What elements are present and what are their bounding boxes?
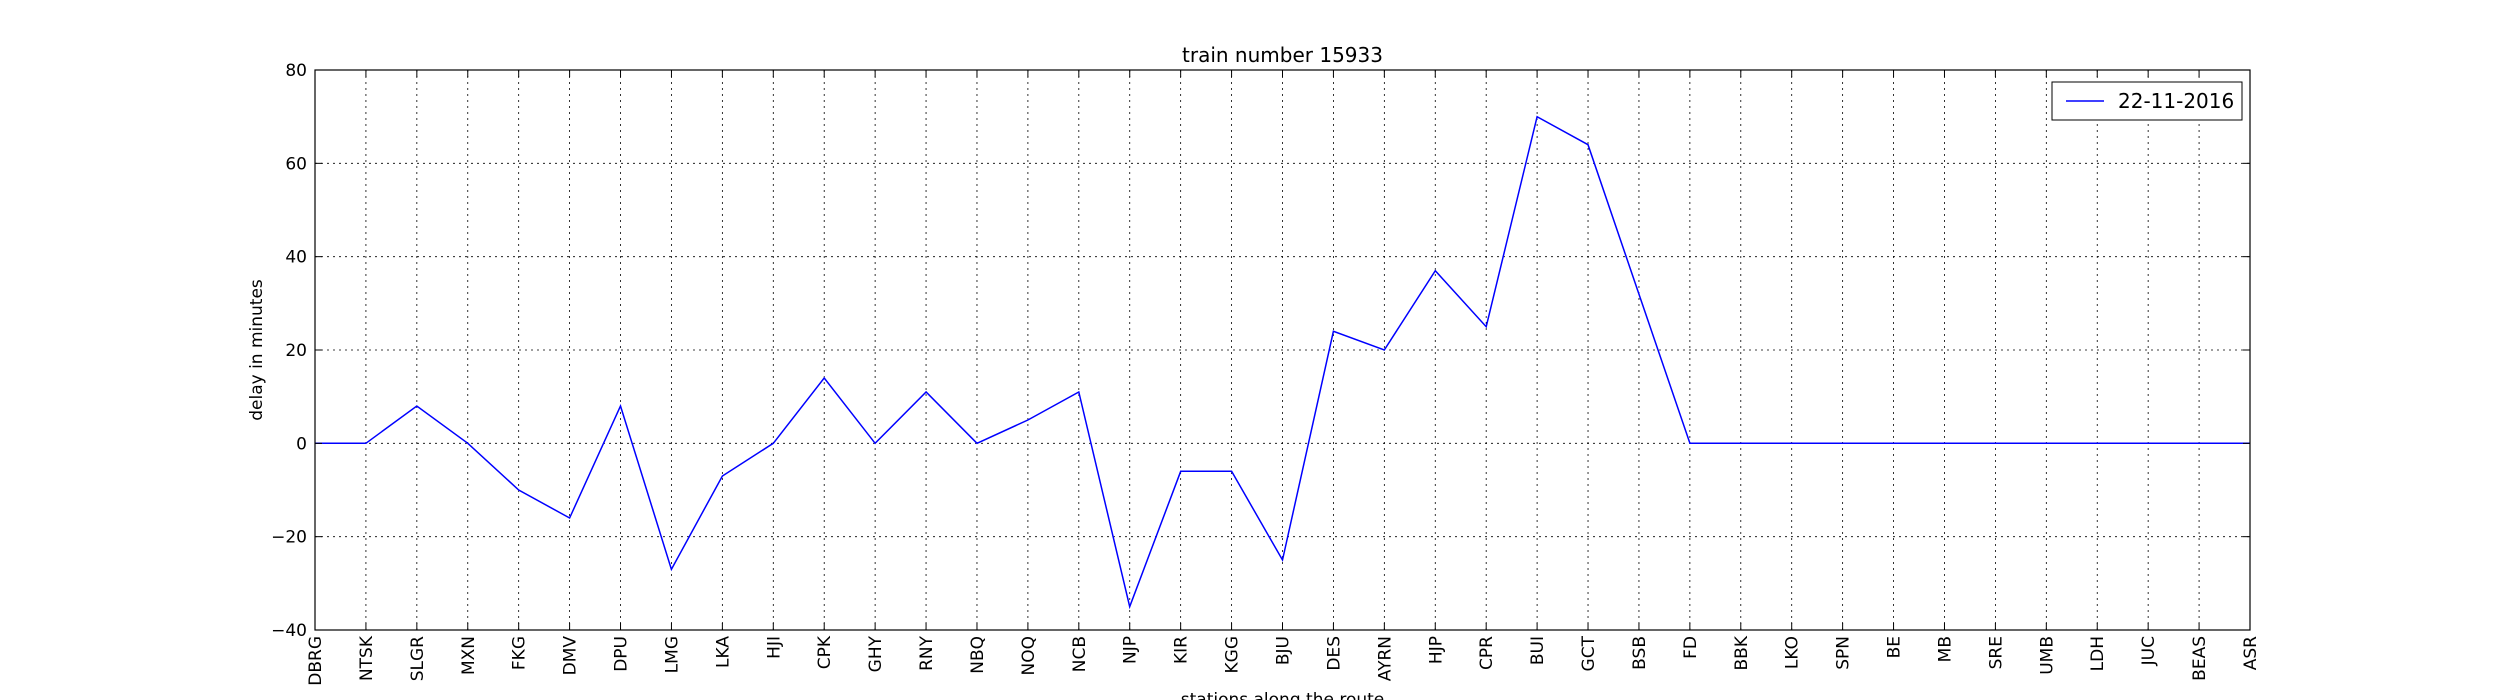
legend: 22-11-2016 — [2051, 81, 2243, 121]
chart-title: train number 15933 — [1182, 43, 1383, 67]
x-tick-label: MB — [1935, 636, 1955, 662]
x-tick-label: LKO — [1783, 636, 1803, 669]
y-tick-label: −20 — [271, 528, 307, 548]
x-tick-label: UMB — [2037, 636, 2057, 675]
x-tick-label: RNY — [917, 635, 937, 671]
x-tick-label: GCT — [1579, 635, 1599, 671]
x-tick-label: SPN — [1834, 636, 1854, 670]
x-tick-label: DMV — [561, 636, 581, 676]
x-tick-label: DPU — [612, 636, 632, 672]
x-axis-label: stations along the route — [1181, 690, 1385, 700]
x-tick-label: ASR — [2241, 636, 2261, 670]
x-tick-label: FD — [1681, 636, 1701, 659]
data-series — [315, 115, 2250, 610]
x-tick-label: BBK — [1732, 635, 1752, 670]
x-tick-label: CPR — [1477, 636, 1497, 670]
x-tick-label: CPK — [815, 635, 835, 669]
x-tick-label: KIR — [1172, 636, 1192, 664]
x-tick-label: BUI — [1528, 636, 1548, 665]
x-tick-label: BSB — [1630, 636, 1650, 670]
x-tick-label: HJI — [764, 636, 784, 659]
x-tick-label: DES — [1324, 636, 1344, 671]
x-tick-label: HJP — [1426, 636, 1446, 664]
y-tick-label: 20 — [285, 341, 307, 361]
x-tick-label: BE — [1885, 636, 1905, 658]
x-tick-label: SRE — [1986, 636, 2006, 669]
x-tick-label: GHY — [866, 635, 886, 672]
x-tick-label: NOQ — [1019, 636, 1039, 675]
x-tick-label: NTSK — [357, 635, 377, 681]
x-tick-label: LDH — [2088, 636, 2108, 671]
y-tick-label: 80 — [285, 61, 307, 81]
x-tick-label: AYRN — [1375, 636, 1395, 681]
x-tick-label: LKA — [713, 636, 733, 668]
y-tick-label: 40 — [285, 248, 307, 268]
legend-label: 22-11-2016 — [2118, 89, 2234, 113]
x-tick-label: NJP — [1121, 636, 1141, 664]
x-tick-label: NBQ — [968, 636, 988, 674]
x-tick-label: JUC — [2139, 636, 2159, 666]
axis-ticks: DBRG NTSK SLGR MXN FKG DMV DPU LMG LKA HJI CPK GHY R… — [271, 61, 2261, 686]
x-tick-label: LMG — [662, 636, 682, 673]
y-tick-label: −40 — [271, 621, 307, 641]
y-tick-label: 60 — [285, 154, 307, 174]
x-tick-label: KGG — [1223, 636, 1243, 674]
x-tick-label: MXN — [459, 636, 479, 675]
x-tick-label: FKG — [510, 636, 530, 670]
y-tick-label: 0 — [296, 434, 307, 454]
y-axis-label: delay in minutes — [247, 279, 267, 421]
x-tick-label: NCB — [1070, 636, 1090, 672]
x-tick-label: DBRG — [306, 636, 326, 686]
x-tick-label: SLGR — [408, 636, 428, 681]
x-tick-label: BJU — [1274, 636, 1294, 665]
series-line — [315, 115, 2250, 610]
x-tick-label: BEAS — [2190, 636, 2210, 681]
